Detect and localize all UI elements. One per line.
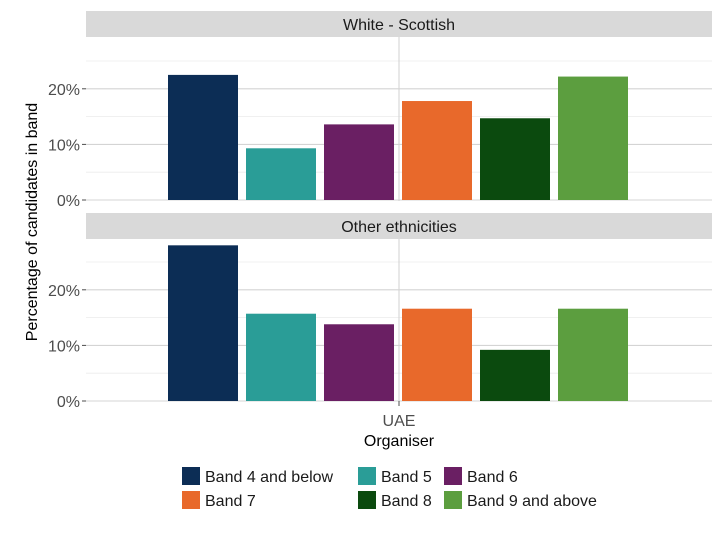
bar bbox=[246, 148, 316, 200]
bar bbox=[480, 349, 550, 401]
y-axis-label: Percentage of candidates in band bbox=[24, 103, 41, 341]
bar bbox=[402, 308, 472, 401]
legend-label: Band 4 and below bbox=[205, 469, 334, 486]
y-tick-label: 20% bbox=[48, 283, 80, 300]
bar bbox=[402, 101, 472, 200]
bar bbox=[480, 118, 550, 200]
facet-strip bbox=[86, 213, 712, 239]
y-tick-label: 10% bbox=[48, 338, 80, 355]
legend-item: Band 5 bbox=[358, 467, 432, 486]
legend-swatch bbox=[444, 467, 462, 485]
legend-item: Band 7 bbox=[182, 491, 256, 510]
legend-label: Band 7 bbox=[205, 493, 256, 510]
x-axis-label: Organiser bbox=[364, 433, 435, 450]
x-tick-label: UAE bbox=[383, 413, 416, 430]
bar bbox=[324, 324, 394, 401]
legend-item: Band 6 bbox=[444, 467, 518, 486]
legend-swatch bbox=[358, 467, 376, 485]
bar bbox=[324, 124, 394, 200]
bar bbox=[168, 245, 238, 401]
legend-label: Band 6 bbox=[467, 469, 518, 486]
bar bbox=[558, 76, 628, 200]
legend-item: Band 8 bbox=[358, 491, 432, 510]
facet-panel: White - Scottish 0% 10% 20% bbox=[48, 11, 712, 210]
legend-label: Band 5 bbox=[381, 469, 432, 486]
y-tick-label: 0% bbox=[57, 193, 80, 210]
legend-swatch bbox=[444, 491, 462, 509]
y-tick-label: 0% bbox=[57, 394, 80, 411]
bar bbox=[246, 313, 316, 401]
legend-swatch bbox=[358, 491, 376, 509]
legend-item: Band 4 and below bbox=[182, 467, 334, 486]
legend-swatch bbox=[182, 467, 200, 485]
legend-label: Band 9 and above bbox=[467, 493, 597, 510]
y-tick-label: 20% bbox=[48, 82, 80, 99]
legend-item: Band 9 and above bbox=[444, 491, 597, 510]
y-tick-label: 10% bbox=[48, 137, 80, 154]
facet-strip-title: White - Scottish bbox=[343, 17, 455, 34]
facet-panel: Other ethnicities 0% 10% 20% bbox=[48, 213, 712, 411]
bar bbox=[168, 74, 238, 200]
facet-strip bbox=[86, 11, 712, 37]
facet-strip-title: Other ethnicities bbox=[341, 219, 457, 236]
legend: Band 4 and below Band 5 Band 6 Band 7 Band 8… bbox=[182, 467, 597, 510]
legend-swatch bbox=[182, 491, 200, 509]
legend-label: Band 8 bbox=[381, 493, 432, 510]
bar bbox=[558, 308, 628, 401]
